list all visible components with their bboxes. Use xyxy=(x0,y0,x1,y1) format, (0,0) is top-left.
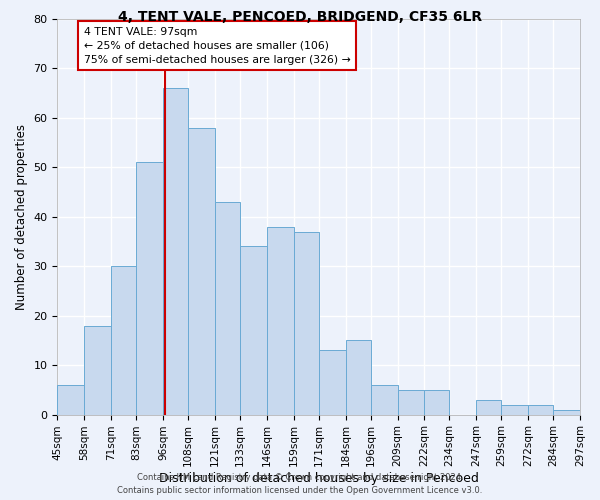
Bar xyxy=(58,385,85,414)
Y-axis label: Number of detached properties: Number of detached properties xyxy=(15,124,28,310)
Bar xyxy=(163,88,188,414)
Text: Contains HM Land Registry data © Crown copyright and database right 2024.
Contai: Contains HM Land Registry data © Crown c… xyxy=(118,474,482,495)
Bar xyxy=(112,266,136,414)
Bar xyxy=(553,410,580,414)
Bar xyxy=(424,390,449,414)
Bar xyxy=(528,404,553,414)
Bar xyxy=(136,162,163,414)
Text: 4 TENT VALE: 97sqm
← 25% of detached houses are smaller (106)
75% of semi-detach: 4 TENT VALE: 97sqm ← 25% of detached hou… xyxy=(83,27,350,65)
Bar xyxy=(371,385,398,414)
Bar xyxy=(398,390,424,414)
Bar xyxy=(319,350,346,414)
X-axis label: Distribution of detached houses by size in Pencoed: Distribution of detached houses by size … xyxy=(159,472,479,485)
Bar xyxy=(501,404,528,414)
Bar xyxy=(476,400,501,414)
Bar xyxy=(85,326,112,414)
Text: 4, TENT VALE, PENCOED, BRIDGEND, CF35 6LR: 4, TENT VALE, PENCOED, BRIDGEND, CF35 6L… xyxy=(118,10,482,24)
Bar xyxy=(240,246,267,414)
Bar xyxy=(188,128,215,414)
Bar xyxy=(294,232,319,414)
Bar xyxy=(267,226,294,414)
Bar xyxy=(215,202,240,414)
Bar xyxy=(346,340,371,414)
